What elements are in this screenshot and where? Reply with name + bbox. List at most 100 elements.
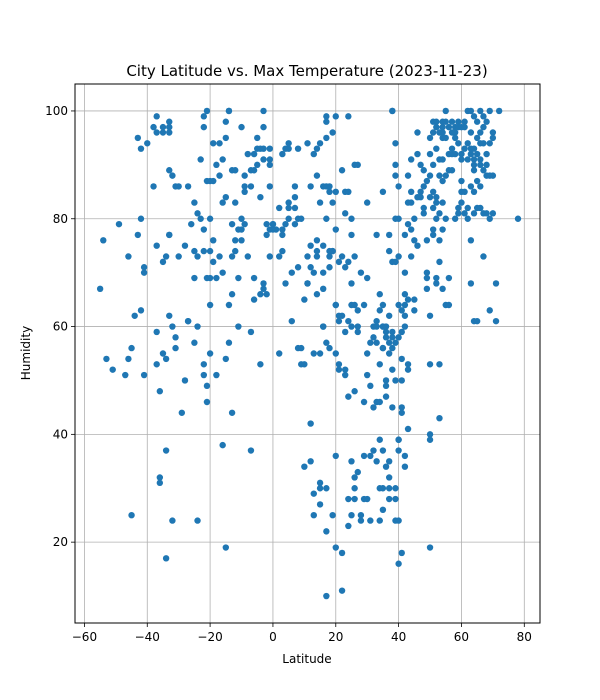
- data-point: [477, 161, 484, 169]
- data-point: [429, 204, 437, 212]
- data-point: [263, 220, 270, 228]
- data-point: [411, 215, 418, 222]
- data-point: [376, 307, 383, 314]
- data-point: [137, 215, 145, 222]
- data-point: [348, 512, 355, 519]
- data-point: [473, 134, 481, 142]
- data-point: [342, 366, 349, 373]
- data-point: [279, 247, 286, 255]
- data-point: [197, 156, 204, 163]
- data-point: [162, 555, 170, 562]
- data-point: [360, 301, 368, 309]
- data-point: [279, 150, 286, 158]
- data-point: [376, 398, 383, 406]
- x-tick-label: −20: [197, 630, 222, 644]
- data-point: [197, 215, 204, 222]
- data-point: [125, 253, 132, 260]
- data-point: [376, 361, 383, 368]
- data-point: [348, 458, 355, 465]
- data-point: [467, 280, 475, 287]
- data-point: [320, 323, 327, 330]
- data-point: [263, 231, 270, 239]
- data-point: [285, 199, 292, 206]
- data-point: [326, 344, 333, 352]
- data-point: [385, 458, 393, 465]
- data-point: [373, 458, 380, 465]
- data-point: [276, 204, 283, 212]
- data-point: [389, 328, 396, 336]
- data-point: [407, 226, 415, 233]
- data-point: [385, 495, 393, 503]
- data-point: [423, 269, 431, 276]
- data-point: [194, 210, 201, 217]
- data-point: [345, 495, 352, 503]
- data-point: [401, 301, 409, 309]
- data-point: [323, 592, 330, 600]
- data-point: [232, 237, 239, 244]
- data-point: [376, 517, 383, 524]
- data-point: [404, 425, 412, 433]
- data-point: [483, 161, 490, 169]
- data-point: [477, 156, 484, 163]
- data-point: [137, 307, 145, 314]
- data-point: [250, 274, 258, 282]
- data-point: [162, 447, 170, 454]
- data-point: [473, 177, 481, 185]
- data-point: [103, 355, 110, 363]
- data-point: [458, 199, 465, 206]
- data-point: [379, 301, 387, 309]
- data-point: [332, 452, 339, 460]
- data-point: [414, 129, 421, 136]
- data-point: [219, 441, 226, 449]
- data-point: [492, 317, 500, 325]
- data-point: [370, 447, 377, 454]
- data-point: [461, 118, 468, 125]
- data-point: [238, 237, 245, 244]
- data-point: [448, 118, 456, 125]
- data-point: [250, 296, 258, 303]
- data-point: [489, 129, 497, 136]
- data-point: [323, 118, 330, 125]
- data-point: [486, 107, 493, 115]
- data-point: [169, 517, 176, 524]
- data-point: [439, 285, 446, 293]
- data-point: [263, 291, 270, 298]
- data-point: [326, 253, 333, 260]
- data-point: [216, 253, 223, 260]
- data-point: [461, 145, 468, 152]
- data-point: [153, 361, 160, 368]
- data-point: [285, 145, 292, 152]
- data-point: [464, 215, 471, 222]
- data-point: [150, 183, 157, 190]
- data-point: [461, 188, 468, 195]
- data-point: [473, 118, 481, 125]
- data-point: [382, 382, 390, 390]
- data-point: [426, 544, 434, 551]
- data-point: [401, 269, 409, 276]
- data-point: [247, 447, 255, 454]
- data-point: [313, 145, 321, 152]
- data-point: [326, 183, 333, 190]
- data-point: [96, 285, 104, 293]
- data-point: [492, 280, 500, 287]
- x-axis-label: Latitude: [282, 652, 331, 666]
- data-point: [316, 350, 324, 357]
- data-point: [436, 237, 443, 244]
- data-point: [455, 210, 462, 217]
- data-point: [206, 215, 214, 222]
- data-point: [392, 377, 399, 384]
- data-point: [477, 107, 484, 115]
- data-point: [395, 215, 402, 222]
- data-point: [436, 361, 443, 368]
- data-point: [436, 414, 443, 422]
- data-point: [338, 549, 346, 557]
- data-point: [323, 113, 330, 120]
- data-point: [313, 247, 321, 255]
- data-point: [250, 150, 258, 158]
- data-point: [291, 204, 299, 212]
- data-point: [392, 161, 399, 169]
- data-point: [382, 328, 390, 336]
- data-point: [279, 226, 286, 233]
- data-point: [426, 436, 434, 443]
- data-point: [367, 339, 374, 346]
